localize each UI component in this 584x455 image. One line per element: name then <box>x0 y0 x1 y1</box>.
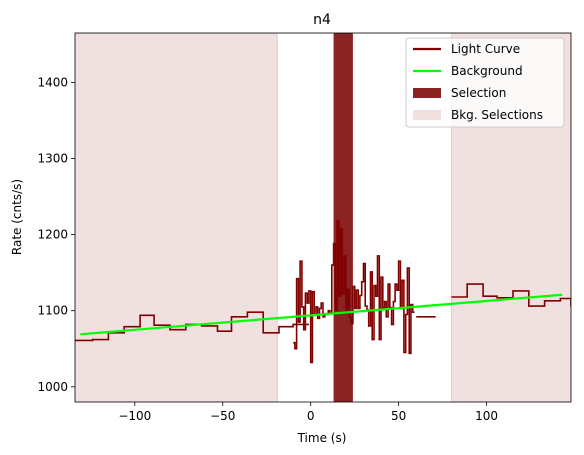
legend-label: Bkg. Selections <box>451 108 543 122</box>
legend: Light Curve Background Selection Bkg. Selec… <box>405 37 565 128</box>
y-tick-label: 1300 <box>37 152 68 166</box>
background-layer <box>80 293 563 336</box>
chart-title: n4 <box>313 12 331 28</box>
x-tick-label: 50 <box>391 409 406 423</box>
plot-frame <box>74 32 572 403</box>
legend-patch-swatch <box>413 110 441 120</box>
x-tick-label: 100 <box>475 409 498 423</box>
legend-label: Selection <box>451 86 506 100</box>
y-tick-label: 1200 <box>37 228 68 242</box>
x-tick-label: 0 <box>307 409 315 423</box>
selection-layer <box>333 33 353 402</box>
y-tick-label: 1000 <box>37 380 68 394</box>
legend-patch-swatch <box>413 88 441 98</box>
y-tick-label: 1400 <box>37 75 68 89</box>
legend-frame <box>405 37 565 128</box>
y-axis: 1000 1100 1200 1300 1400 <box>37 75 75 394</box>
selection-region <box>333 33 353 402</box>
background-fit-line <box>80 293 563 336</box>
y-tick-label: 1100 <box>37 304 68 318</box>
legend-label: Light Curve <box>451 42 520 56</box>
legend-label: Background <box>451 64 523 78</box>
x-tick-label: −50 <box>210 409 235 423</box>
x-tick-label: −100 <box>118 409 151 423</box>
x-axis: −100 −50 0 50 100 <box>118 402 498 423</box>
bkg-selection-region <box>75 33 278 402</box>
light-curve-segment <box>293 220 415 364</box>
light-curve-segment <box>451 283 571 307</box>
y-axis-label: Rate (cnts/s) <box>10 179 24 255</box>
x-axis-label: Time (s) <box>297 431 347 445</box>
